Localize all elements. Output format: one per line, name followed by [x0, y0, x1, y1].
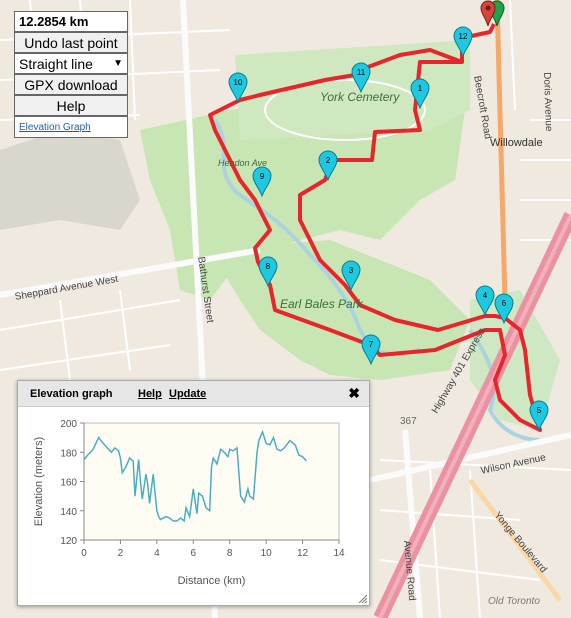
map-label-hendon: Hendon Ave: [218, 158, 268, 168]
x-tick-label: 14: [333, 548, 345, 559]
route-marker-label: 12: [459, 32, 468, 41]
chevron-down-icon: ▼: [113, 58, 123, 69]
x-tick-label: 4: [154, 548, 160, 559]
map-label-route-367: 367: [400, 416, 417, 427]
undo-last-point-button[interactable]: Undo last point: [14, 32, 128, 53]
elevation-chart: 0 2 4 6 8 10 12 14 120 140 160 180 200 Distance (km) E…: [33, 419, 345, 587]
route-marker-label: 11: [357, 68, 366, 77]
y-tick-label: 140: [60, 507, 77, 518]
route-path[interactable]: [208, 23, 542, 432]
route-marker-label: 3: [349, 266, 354, 275]
y-axis-label: Elevation (meters): [33, 437, 45, 526]
route-marker-6[interactable]: 6: [494, 293, 514, 325]
elevation-graph-link[interactable]: Elevation Graph: [19, 121, 91, 133]
earl-bales-park-area: [210, 240, 470, 380]
resize-grip-icon[interactable]: [357, 593, 367, 603]
avenue-road: [402, 429, 423, 618]
route-marker-7[interactable]: 7: [361, 334, 381, 366]
route-controls: 12.2854 km Undo last point Straight line…: [14, 11, 128, 138]
y-tick-label: 180: [60, 448, 77, 459]
help-button[interactable]: Help: [14, 95, 128, 116]
x-tick-label: 12: [297, 548, 309, 559]
stream-east: [468, 328, 541, 442]
gpx-download-button[interactable]: GPX download: [14, 74, 128, 95]
route-marker-label: 1: [418, 84, 423, 93]
route-marker-8[interactable]: 8: [258, 256, 278, 288]
elevation-panel-header[interactable]: Elevation graph Help Update ✖: [18, 381, 369, 407]
route-marker-12[interactable]: 12: [453, 26, 473, 58]
elevation-graph-link-box: Elevation Graph: [14, 116, 128, 138]
map-label-earl-bales-park: Earl Bales Park: [280, 297, 363, 311]
y-tick-label: 120: [60, 536, 77, 547]
yonge-boulevard: [468, 478, 562, 602]
x-tick-label: 6: [191, 548, 197, 559]
route-marker-label: 7: [369, 340, 374, 349]
route-marker-label: 4: [483, 291, 488, 300]
elevation-panel-title: Elevation graph: [30, 388, 113, 400]
x-axis-label: Distance (km): [178, 575, 246, 587]
sheppard-avenue: [0, 247, 261, 298]
y-tick-label: 160: [60, 478, 77, 489]
route-marker-5[interactable]: 5: [529, 400, 549, 432]
x-tick-label: 10: [261, 548, 273, 559]
y-tick-label: 200: [60, 419, 77, 430]
map-label-old-toronto: Old Toronto: [488, 596, 540, 607]
route-mode-value: Straight line: [19, 55, 93, 72]
route-marker-10[interactable]: 10: [228, 72, 248, 104]
x-tick-label: 2: [118, 548, 124, 559]
route-marker-label: 5: [537, 406, 542, 415]
route-marker-3[interactable]: 3: [341, 260, 361, 292]
wilson-avenue: [369, 432, 571, 483]
route-marker-4[interactable]: 4: [475, 285, 495, 317]
distance-display: 12.2854 km: [14, 11, 128, 32]
route-marker-label: 10: [234, 78, 243, 87]
close-icon[interactable]: ✖: [348, 385, 360, 401]
route-marker-label: 9: [260, 172, 265, 181]
route-marker-1[interactable]: 1: [410, 78, 430, 110]
elevation-line: [83, 429, 307, 523]
elevation-help-link[interactable]: Help: [138, 388, 162, 400]
route-marker-9[interactable]: 9: [252, 166, 272, 198]
map-label-willowdale: Willowdale: [490, 137, 543, 149]
map-label-york-cemetery: York Cemetery: [320, 90, 400, 104]
route-marker-11[interactable]: 11: [351, 62, 371, 94]
x-tick-label: 8: [227, 548, 233, 559]
route-mode-select[interactable]: Straight line ▼: [14, 53, 128, 74]
elevation-graph-panel: Elevation graph Help Update ✖ 0 2 4 6 8 10 12 1…: [17, 380, 370, 606]
end-pin-icon[interactable]: [480, 0, 496, 27]
route-marker-label: 6: [502, 299, 507, 308]
campus-area: [0, 130, 140, 230]
cemetery-loop: [264, 79, 426, 141]
x-tick-label: 0: [81, 548, 87, 559]
route-marker-2[interactable]: 2: [318, 150, 338, 182]
elevation-update-link[interactable]: Update: [169, 388, 207, 400]
route-marker-label: 2: [326, 156, 331, 165]
cemetery-area: [235, 40, 470, 140]
route-marker-label: 8: [266, 262, 271, 271]
yonge-street: [494, 0, 508, 301]
